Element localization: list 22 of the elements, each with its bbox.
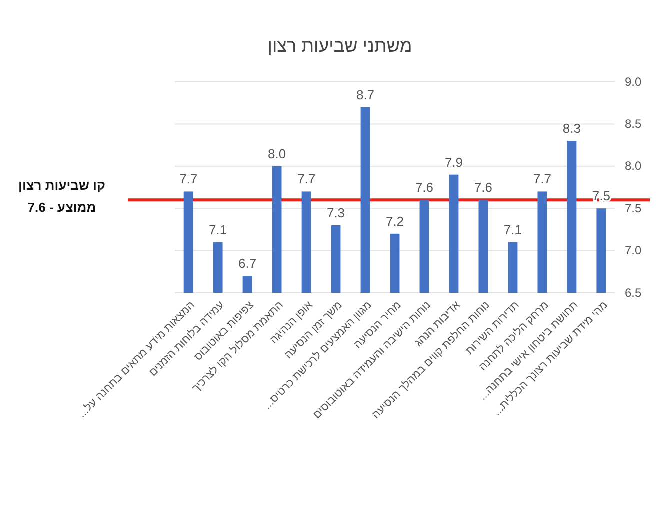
data-label: 7.6	[415, 180, 434, 196]
y-tick-label: 7.0	[625, 244, 642, 258]
data-label: 7.2	[386, 214, 404, 229]
data-label: 7.1	[209, 222, 228, 238]
data-label: 6.7	[238, 256, 257, 272]
y-tick-label: 8.5	[625, 117, 642, 132]
y-tick-label: 8.0	[625, 159, 642, 174]
data-label: 8.0	[268, 146, 286, 162]
data-label: 7.7	[180, 172, 198, 187]
data-label: 8.3	[562, 121, 581, 136]
chart-title: משתני שביעות רצון	[268, 36, 412, 56]
data-label: 7.1	[504, 222, 522, 238]
data-label: 8.7	[356, 87, 375, 102]
data-label: 7.3	[326, 205, 346, 220]
data-label: 7.7	[297, 172, 316, 187]
y-tick-label: 9.0	[625, 74, 642, 89]
data-label: 7.9	[444, 154, 464, 170]
y-tick-label: 7.5	[625, 201, 642, 216]
data-label: 7.7	[533, 172, 552, 187]
data-label: 7.6	[474, 180, 493, 196]
ref-line-label: קו שביעות רצון ממוצע - 7.6	[18, 178, 106, 216]
y-tick-label: 6.5	[625, 286, 642, 300]
